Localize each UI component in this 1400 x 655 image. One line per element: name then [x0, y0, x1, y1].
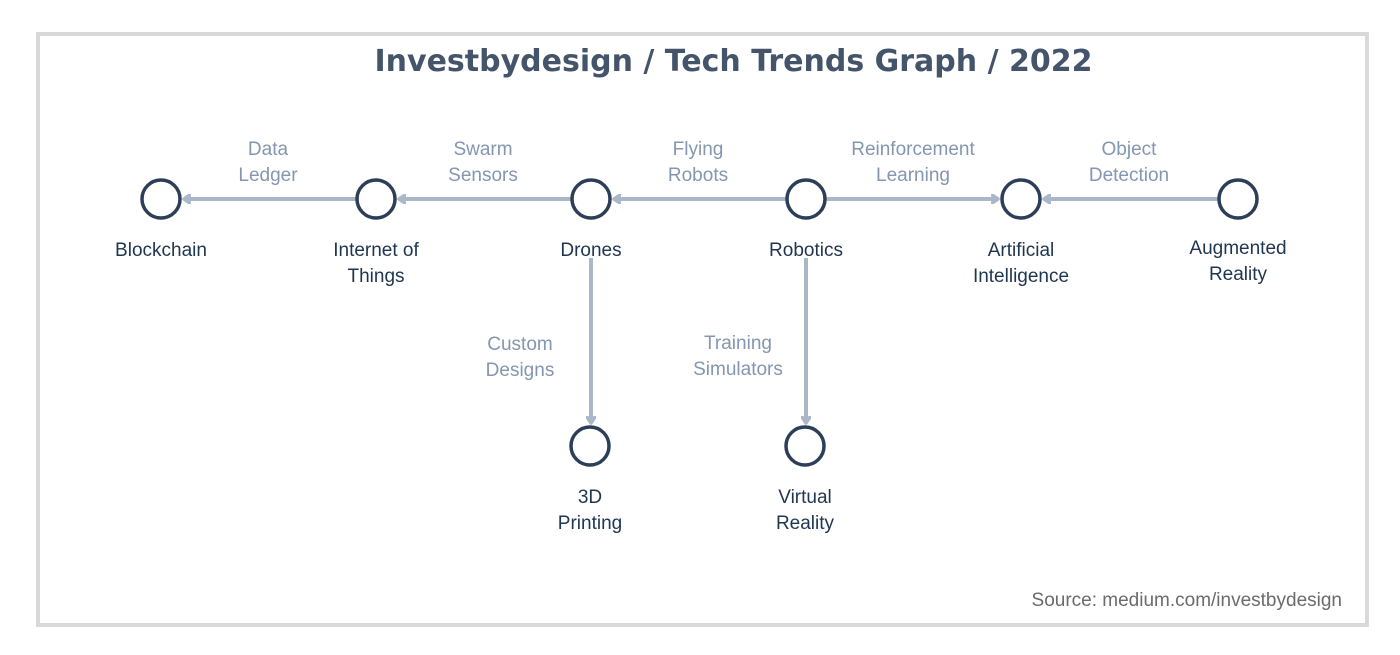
edge-label-line: Training [704, 333, 772, 354]
edge-label-drones-to-iot: Swarm Sensors [448, 139, 518, 186]
node-label-line: Reality [1209, 264, 1268, 285]
edge-label-robotics-to-ai: Reinforcement Learning [851, 139, 975, 186]
edge-label-line: Robots [668, 165, 728, 186]
node-iot-circle [355, 178, 397, 220]
node-ar-circle [1217, 178, 1259, 220]
node-robotics-circle [785, 178, 827, 220]
node-label-ar: Augmented Reality [1189, 238, 1286, 285]
node-blockchain-circle [140, 178, 182, 220]
edge-label-ar-to-ai: Object Detection [1089, 139, 1169, 186]
node-label-line: Virtual [778, 487, 832, 508]
edge-label-robotics-to-vr: Training Simulators [693, 333, 783, 380]
edge-label-line: Learning [876, 165, 950, 186]
node-label-blockchain: Blockchain [115, 240, 207, 261]
node-label-vr: Virtual Reality [776, 487, 835, 534]
edge-label-robotics-to-drones: Flying Robots [668, 139, 728, 186]
node-label-line: Printing [558, 513, 622, 534]
diagram-frame [36, 32, 1369, 627]
nodes-layer [140, 178, 1259, 467]
edge-label-line: Custom [487, 334, 552, 355]
node-drones-circle [570, 178, 612, 220]
node-label-line: Things [347, 266, 404, 287]
node-label-line: Internet of [333, 240, 419, 261]
source-caption: Source: medium.com/investbydesign [1031, 590, 1342, 611]
node-label-line: Artificial [988, 240, 1055, 261]
node-label-line: Augmented [1189, 238, 1286, 259]
diagram-title: Investbydesign / Tech Trends Graph / 202… [374, 44, 1093, 79]
node-label-drones: Drones [560, 240, 621, 261]
node-ai-circle [1000, 178, 1042, 220]
edge-label-line: Data [248, 139, 289, 160]
node-label-line: Robotics [769, 240, 843, 261]
node-label-ai: Artificial Intelligence [973, 240, 1069, 287]
node-label-line: Drones [560, 240, 621, 261]
edge-label-line: Detection [1089, 165, 1169, 186]
edge-label-line: Object [1102, 139, 1158, 160]
edge-label-line: Swarm [453, 139, 512, 160]
node-label-robotics: Robotics [769, 240, 843, 261]
node-printing-circle [569, 425, 611, 467]
edge-label-line: Reinforcement [851, 139, 975, 160]
edge-labels-layer: Data Ledger Swarm Sensors Flying Robots Reinfo… [238, 139, 1169, 381]
node-label-line: Intelligence [973, 266, 1069, 287]
edges-layer [184, 199, 1219, 423]
edge-label-line: Sensors [448, 165, 518, 186]
edge-label-line: Flying [673, 139, 724, 160]
edge-label-line: Designs [486, 360, 555, 381]
edge-label-line: Simulators [693, 359, 783, 380]
node-vr-circle [784, 425, 826, 467]
node-label-iot: Internet of Things [333, 240, 419, 287]
edge-label-line: Ledger [238, 165, 298, 186]
edge-label-drones-to-printing: Custom Designs [486, 334, 555, 381]
node-label-line: 3D [578, 487, 602, 508]
node-labels-layer: Blockchain Internet of Things Drones Robotic… [115, 238, 1287, 534]
node-label-printing: 3D Printing [558, 487, 622, 534]
node-label-line: Reality [776, 513, 835, 534]
edge-label-iot-to-blockchain: Data Ledger [238, 139, 298, 186]
node-label-line: Blockchain [115, 240, 207, 261]
